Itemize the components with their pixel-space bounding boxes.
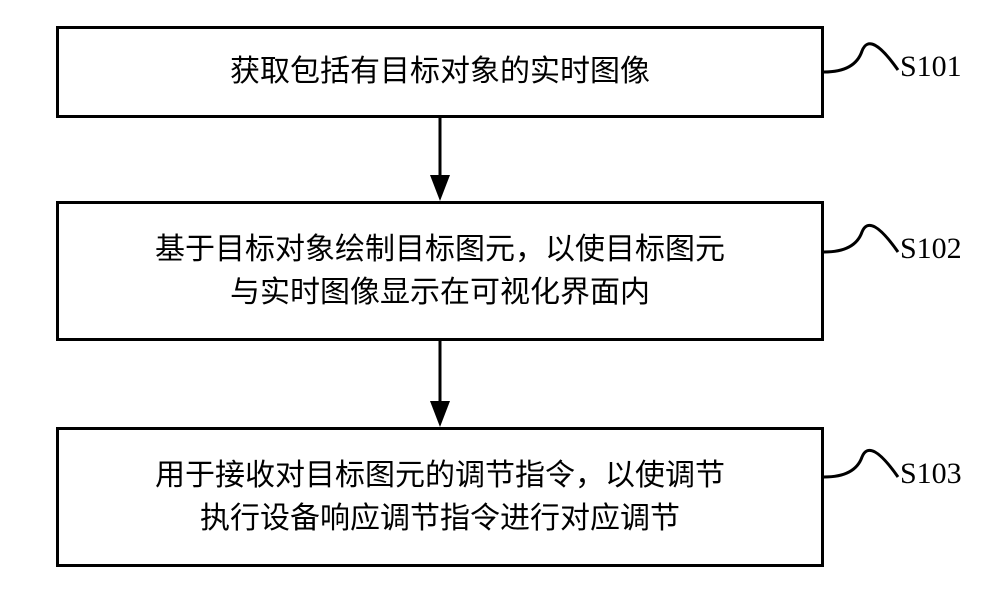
flow-node-text: 用于接收对目标图元的调节指令，以使调节 执行设备响应调节指令进行对应调节	[155, 454, 725, 541]
flow-node-text: 基于目标对象绘制目标图元，以使目标图元 与实时图像显示在可视化界面内	[155, 228, 725, 315]
flow-node-s102: 基于目标对象绘制目标图元，以使目标图元 与实时图像显示在可视化界面内	[56, 201, 824, 341]
label-connector	[824, 44, 898, 72]
flow-label-s103: S103	[900, 457, 962, 491]
label-connector	[824, 450, 898, 477]
flow-node-s103: 用于接收对目标图元的调节指令，以使调节 执行设备响应调节指令进行对应调节	[56, 427, 824, 567]
label-connector	[824, 225, 898, 252]
flow-label-text: S103	[900, 457, 962, 490]
flow-node-text: 获取包括有目标对象的实时图像	[230, 50, 650, 94]
flow-label-s101: S101	[900, 50, 962, 84]
flow-label-text: S102	[900, 232, 962, 265]
flow-label-s102: S102	[900, 232, 962, 266]
flowchart-canvas: 获取包括有目标对象的实时图像 S101 基于目标对象绘制目标图元，以使目标图元 …	[0, 0, 1000, 613]
arrowhead-icon	[430, 175, 450, 201]
flow-node-s101: 获取包括有目标对象的实时图像	[56, 26, 824, 118]
flow-label-text: S101	[900, 50, 962, 83]
arrowhead-icon	[430, 401, 450, 427]
